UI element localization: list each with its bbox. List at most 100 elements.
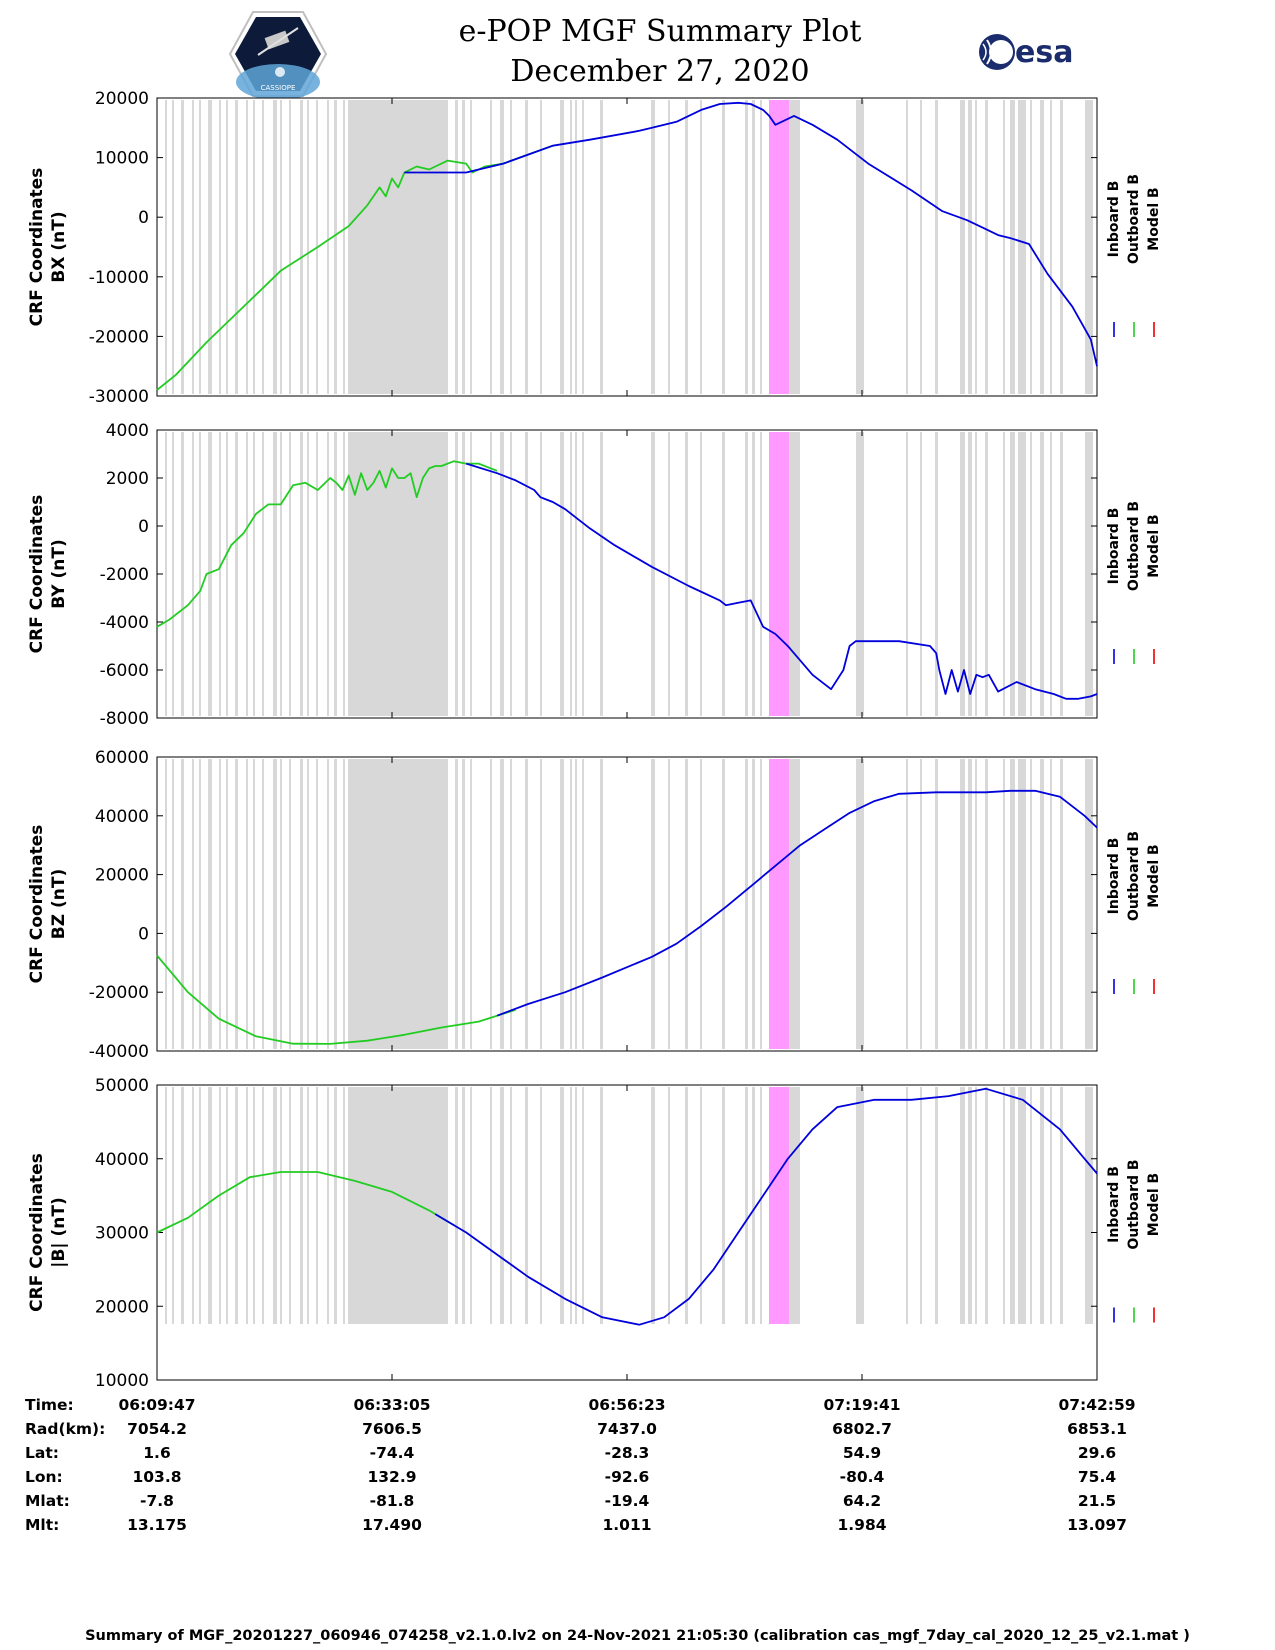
data-gap-stripe: [582, 432, 584, 716]
data-gap-stripe: [192, 432, 194, 716]
legend-label: Inboard B: [1106, 838, 1122, 915]
info-cell: 75.4: [1077, 1468, 1117, 1486]
x-tick-label: 06:09:47: [118, 1396, 195, 1414]
y-axis-label: |B| (nT): [49, 1197, 69, 1268]
data-gap-stripe: [752, 759, 755, 1049]
legend-label: Outboard B: [1126, 831, 1142, 921]
y-tick-label: 60000: [95, 748, 149, 768]
esa-logo-text: esa: [1015, 35, 1073, 70]
data-gap-stripe: [334, 432, 337, 716]
data-gap-stripe: [348, 759, 433, 1049]
data-gap-stripe: [685, 100, 688, 394]
data-gap-stripe: [470, 100, 472, 394]
info-row-label: Rad(km):: [25, 1420, 106, 1438]
data-gap-stripe: [651, 432, 655, 716]
data-gap-stripe: [490, 759, 492, 1049]
y-tick-label: 0: [138, 924, 149, 944]
x-tick-label: 06:33:05: [353, 1396, 430, 1414]
y-tick-label: 20000: [95, 866, 149, 886]
data-gap-stripe: [199, 1087, 201, 1324]
data-gap-stripe: [560, 100, 564, 394]
data-gap-stripe: [1085, 100, 1093, 394]
data-gap-stripe: [246, 759, 248, 1049]
data-gap-stripe: [935, 1087, 938, 1324]
info-cell: 1.6: [143, 1444, 171, 1462]
legend-label: Model B: [1146, 1173, 1162, 1236]
legend-label: Outboard B: [1126, 174, 1142, 264]
data-gap-stripe: [985, 432, 988, 716]
epop-logo: CASSIOPE: [228, 11, 328, 98]
data-gap-stripe: [226, 432, 228, 716]
data-gap-stripe: [307, 432, 309, 716]
data-gap-stripe: [540, 432, 542, 716]
data-gap-stripe: [668, 759, 670, 1049]
data-gap-stripe: [348, 100, 433, 394]
legend-label: Inboard B: [1106, 1166, 1122, 1243]
data-gap-stripe: [455, 432, 458, 716]
data-gap-stripe: [500, 1087, 504, 1324]
data-gap-stripe: [1010, 1087, 1015, 1324]
data-gap-stripe: [700, 1087, 702, 1324]
data-gap-stripe: [181, 432, 184, 716]
y-tick-label: -20000: [89, 327, 149, 347]
data-gap-stripe: [1060, 100, 1063, 394]
data-gap-stripe: [246, 432, 248, 716]
data-gap-stripe: [1003, 100, 1005, 394]
info-cell: 64.2: [842, 1492, 882, 1510]
legend-label: Model B: [1146, 187, 1162, 250]
data-gap-stripe: [1050, 432, 1052, 716]
info-cell: -74.4: [369, 1444, 415, 1462]
data-gap-stripe: [510, 100, 512, 394]
data-gap-stripe: [722, 100, 725, 394]
highlight-interval: [769, 432, 789, 716]
y-tick-label: -4000: [100, 613, 149, 633]
data-gap-stripe: [273, 100, 277, 394]
data-gap-stripe: [510, 1087, 512, 1324]
data-gap-stripe: [455, 1087, 458, 1324]
data-gap-stripe: [1030, 432, 1032, 716]
data-gap-stripe: [789, 1087, 800, 1324]
info-cell: 6802.7: [832, 1420, 892, 1438]
data-gap-stripe: [235, 432, 238, 716]
series-line-outboard-b: [156, 954, 516, 1045]
data-gap-stripe: [570, 759, 572, 1049]
data-gap-stripe: [1018, 1087, 1026, 1324]
plot-frame: [156, 1084, 1098, 1381]
data-gap-stripe: [856, 1087, 864, 1324]
data-gap-stripe: [343, 100, 345, 394]
data-gap-stripe: [1010, 432, 1015, 716]
y-tick-label: -30000: [89, 387, 149, 407]
y-tick-label: 0: [138, 517, 149, 537]
data-gap-stripe: [600, 100, 603, 394]
data-gap-stripe: [722, 432, 725, 716]
data-gap-stripe: [490, 432, 492, 716]
data-gap-stripe: [253, 432, 255, 716]
data-gap-stripe: [560, 759, 564, 1049]
data-gap-stripe: [745, 759, 748, 1049]
page-title: e-POP MGF Summary Plot: [458, 14, 862, 49]
info-row-label: Mlt:: [25, 1516, 60, 1534]
data-gap-stripe: [1050, 100, 1052, 394]
data-gap-stripe: [1060, 432, 1063, 716]
data-gap-stripe: [490, 100, 492, 394]
data-gap-stripe: [935, 432, 938, 716]
footer-caption: Summary of MGF_20201227_060946_074258_v2…: [85, 1628, 1190, 1644]
data-gap-stripe: [525, 1087, 528, 1324]
data-gap-stripe: [575, 759, 577, 1049]
data-gap-stripe: [455, 100, 458, 394]
y-tick-label: 20000: [95, 1297, 149, 1317]
data-gap-stripe: [327, 759, 329, 1049]
data-gap-stripe: [490, 1087, 492, 1324]
data-gap-stripe: [540, 100, 542, 394]
data-gap-stripe: [856, 432, 864, 716]
info-row-label: Lat:: [25, 1444, 59, 1462]
data-gap-stripe: [960, 100, 965, 394]
y-axis-label: CRF Coordinates: [27, 1153, 47, 1312]
data-gap-stripe: [935, 100, 938, 394]
data-gap-stripe: [975, 432, 977, 716]
info-cell: 1.984: [837, 1516, 887, 1534]
data-gap-stripe: [685, 432, 688, 716]
data-gap-stripe: [856, 100, 864, 394]
data-gap-stripe: [253, 100, 255, 394]
